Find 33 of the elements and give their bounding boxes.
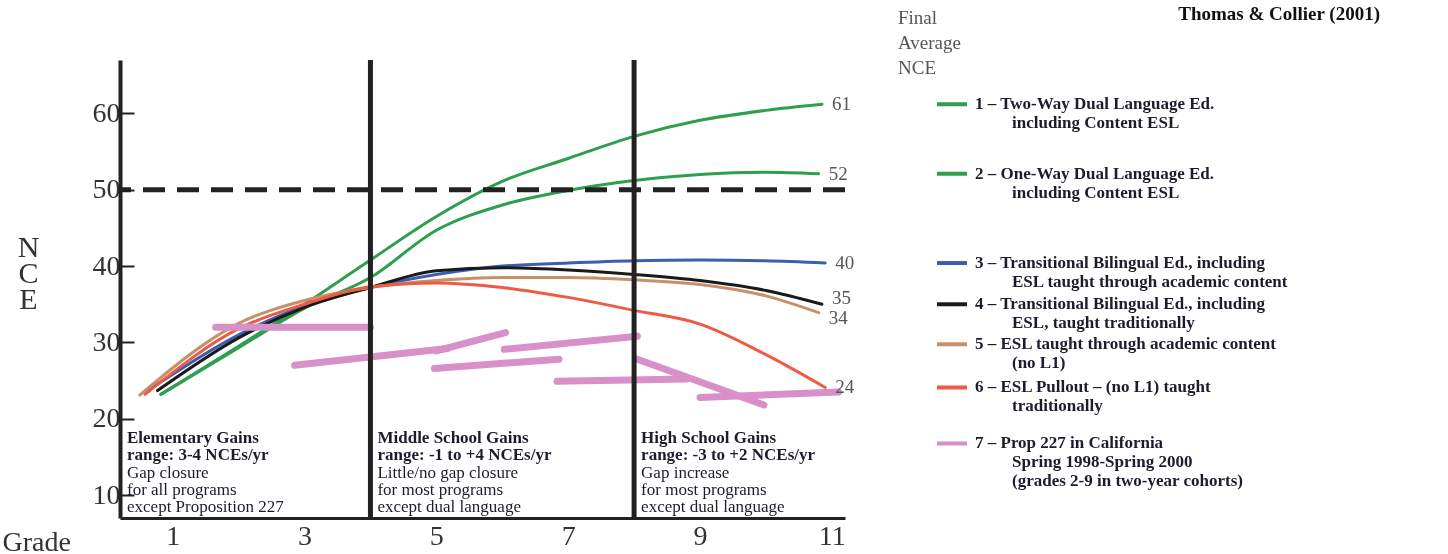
y-tick-label: 60 [92,96,121,128]
text: High School Gains range: -3 to +2 NCEs/yr Gap increase for most programs except dual language [641,428,816,517]
text: Middle School Gains range: -1 to +4 NCEs/yr Little/no gap closure for most programs except dual language [377,428,552,517]
y-tick-label: 30 [92,325,121,357]
y-tick-label: 10 [92,478,121,510]
data-label: 35 [831,287,851,309]
x-tick-label: 3 [298,519,313,551]
text: 7 – Prop 227 in California Spring 1998-Spring 2000 (grades 2-9 in two-year cohorts) [975,433,1244,491]
text: 1 – Two-Way Dual Language Ed. including Content ESL [975,94,1215,133]
text: 5 – ESL taught through academic content (no L1) [975,334,1276,373]
x-tick-label: 9 [693,519,708,551]
text: NCE [17,229,40,315]
y-axis-title: NCE [898,57,936,78]
text: Elementary Gains range: 3-4 NCEs/yr Gap closure for all programs except Proposition 227 [127,428,284,517]
text: Thomas & Collier (2001) [1178,3,1380,25]
data-label: 61 [831,93,851,115]
x-axis-title: Grade [2,525,71,554]
text: 2 – One-Way Dual Language Ed. including Content ESL [975,163,1214,202]
x-tick-label: 11 [818,519,846,551]
data-label: 34 [828,307,849,329]
y-tick-label: 20 [92,402,121,434]
x-tick-label: 5 [429,519,444,551]
y-tick-label: 40 [92,249,121,281]
x-tick-label: 1 [166,519,181,551]
text: 6 – ESL Pullout – (no L1) taught traditionally [975,377,1211,416]
data-label: 40 [835,252,855,274]
text: Final Average [898,7,961,53]
y-tick-label: 50 [92,173,121,205]
text: 4 – Transitional Bilingual Ed., including ESL, taught traditionally [975,294,1265,333]
data-label: 52 [828,162,848,184]
text: 3 – Transitional Bilingual Ed., including ESL taught through academic content [975,253,1288,292]
data-label: 24 [835,376,855,398]
x-tick-label: 7 [561,519,576,551]
